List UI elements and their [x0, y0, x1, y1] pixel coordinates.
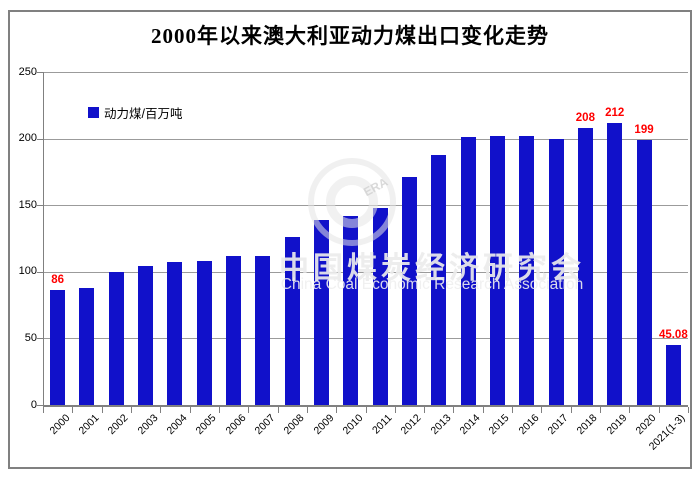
x-axis-tick [688, 407, 689, 413]
x-axis-tick [277, 407, 279, 413]
bar-2012 [401, 177, 417, 405]
bar-2004 [167, 262, 183, 405]
bar-2013 [431, 154, 447, 405]
y-axis-tick [37, 138, 43, 140]
x-axis-tick [43, 407, 44, 413]
bar-2010 [343, 215, 359, 405]
gridline-200 [43, 138, 688, 140]
chart-title: 2000年以来澳大利亚动力煤出口变化走势 [151, 24, 549, 48]
x-axis-line [43, 405, 688, 407]
bar-2019 [607, 122, 623, 405]
x-axis-tick [629, 407, 631, 413]
gridline-100 [43, 271, 688, 273]
bar-2008 [284, 237, 300, 405]
bar-2021(1-3) [665, 344, 681, 405]
x-axis-tick [248, 407, 250, 413]
data-label-2000: 86 [51, 274, 65, 287]
y-axis-label: 150 [18, 198, 37, 211]
bar-2009 [314, 219, 330, 405]
x-axis-tick [218, 407, 220, 413]
y-axis-line [43, 72, 44, 406]
x-axis-tick [424, 407, 426, 413]
data-label-2020: 199 [634, 123, 654, 136]
bar-2020 [636, 139, 652, 405]
bar-2002 [108, 271, 124, 405]
x-axis-tick [160, 407, 162, 413]
x-axis-tick [658, 407, 660, 413]
y-axis-label: 250 [18, 65, 37, 78]
bar-2003 [138, 266, 154, 405]
bar-2018 [577, 127, 593, 405]
y-axis-label: 100 [18, 265, 37, 278]
x-axis-tick [365, 407, 367, 413]
data-label-2018: 208 [575, 111, 595, 124]
bar-2001 [79, 287, 95, 405]
y-axis-tick [37, 72, 43, 73]
legend-swatch-icon [88, 107, 99, 118]
legend-label: 动力煤/百万吨 [104, 107, 183, 121]
y-axis-tick [37, 271, 43, 273]
x-axis-tick [306, 407, 308, 413]
bar-2016 [519, 135, 535, 405]
bar-2005 [196, 261, 212, 405]
data-label-2019: 212 [605, 106, 625, 119]
legend: 动力煤/百万吨 [88, 103, 182, 122]
bar-2007 [255, 255, 271, 405]
y-axis-tick [37, 405, 43, 406]
y-axis-label: 50 [24, 331, 37, 344]
bar-2011 [372, 207, 388, 405]
x-axis-tick [189, 407, 191, 413]
x-axis-tick [541, 407, 543, 413]
data-label-2021(1-3): 45.08 [658, 328, 688, 341]
x-axis-tick [101, 407, 103, 413]
y-axis-tick [37, 205, 43, 207]
y-axis-tick [37, 338, 43, 340]
x-axis-tick [130, 407, 132, 413]
x-axis-tick [453, 407, 455, 413]
gridline-50 [43, 338, 688, 340]
gridline-150 [43, 205, 688, 207]
bar-2015 [489, 135, 505, 405]
x-axis-tick [394, 407, 396, 413]
bar-2000 [50, 290, 66, 405]
bar-2006 [226, 255, 242, 405]
x-axis-tick [482, 407, 484, 413]
x-axis-tick [336, 407, 338, 413]
x-axis-tick [512, 407, 514, 413]
x-axis-tick [72, 407, 74, 413]
bar-2017 [548, 138, 564, 405]
x-axis-tick [600, 407, 602, 413]
y-axis-label: 200 [18, 132, 37, 145]
y-axis-label: 0 [30, 398, 37, 411]
bar-2014 [460, 137, 476, 405]
gridline-250 [43, 72, 688, 73]
x-axis-tick [570, 407, 572, 413]
